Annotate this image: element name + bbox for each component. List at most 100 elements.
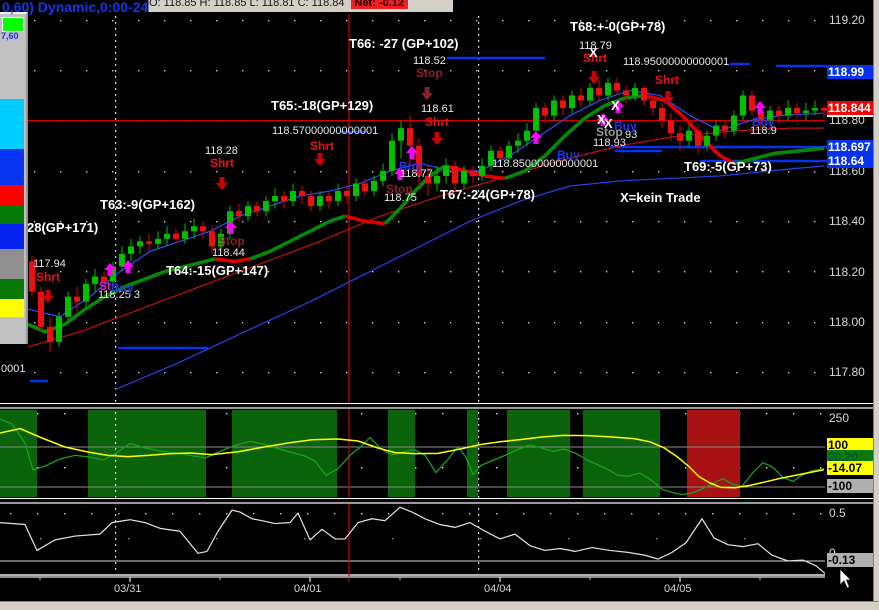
signal-price-label: 118.79 [579,40,612,52]
signal-word-label-buy: Buy [111,281,134,295]
signal-word-label-shrt: Shrt [210,156,234,170]
trade-result-label: T64:-15(GP+147) [166,263,269,278]
color-palette-panel[interactable]: 7,60 [0,12,28,344]
palette-swatch-2[interactable] [0,185,24,205]
trade-result-label: X=kein Trade [620,190,701,205]
signal-price-label: 118.77 [400,168,433,180]
signal-word-label-shrt: Shrt [583,51,607,65]
trade-result-label: T66: -27 (GP+102) [349,36,459,51]
palette-swatch-3[interactable] [0,205,24,224]
signal-price-label: 93 [625,129,638,141]
price-scale-tick-label: 118.00 [829,315,865,329]
indicator-scale-tick-label: 250 [829,411,850,425]
no-trade-x-mark: X [589,45,598,60]
chart-title: 0,60) Dynamic,0:00-24:00 [2,0,169,15]
trade-result-label: T65:-18(GP+129) [271,98,374,113]
trade-result-label: T68:+-0(GP+78) [570,19,666,34]
trade-result-label: T63:-9(GP+162) [100,197,196,212]
palette-swatch-1[interactable] [0,149,24,185]
no-trade-x-mark: X [611,98,620,113]
time-axis-label: 04/04 [484,583,512,595]
signal-word-label-stop: Stop [596,125,623,139]
time-axis-label: 04/01 [294,583,322,595]
signal-word-label-shrt: Shrt [310,139,334,153]
indicator-badge-20.20: 20.20 [827,450,875,464]
no-trade-x-mark: X [597,112,606,127]
signal-word-label-shrt: Shrt [425,115,449,129]
signal-line [27,93,825,334]
signal-word-label-stop: Stop [416,66,443,80]
signal-word-label-buy: Buy [399,159,422,173]
time-axis-label: 04/05 [664,583,692,595]
signal-word-label-shrt: Shrt [36,270,60,284]
signal-word-label-buy: Buy [557,148,580,162]
signal-word-label-stop: Stop [218,234,245,248]
signal-word-label-shrt: Shrt [655,73,679,87]
indicator2-white-line [0,506,826,574]
signal-price-label: 118.75 [384,192,417,204]
price-scale-tick-label: 118.40 [829,214,865,228]
signal-price-label: 118.9 [750,125,777,137]
signal-word-label-str: Str [99,279,116,293]
trade-result-label: 28(GP+171) [27,220,99,235]
time-axis-ticks [0,576,825,582]
signal-word-label-buy: Buy [752,115,775,129]
palette-swatch-6[interactable] [0,279,24,299]
trade-result-label: T67:-24(GP+78) [440,187,536,202]
palette-swatch-7[interactable] [0,299,24,317]
palette-swatch-list[interactable] [0,99,24,317]
candles-layer [29,77,827,352]
indicator-badge-100: 100 [827,438,875,452]
palette-label: 7,60 [1,31,19,41]
signal-price-label: 118.61 [421,103,454,115]
trade-result-label: T69:-5(GP+73) [684,159,772,174]
panel-splitter-1[interactable] [0,403,874,409]
quote-bar: O: 118.85 H: 118.85 L: 118.81 C: 118.84 N… [148,0,453,12]
price-scale-tick-label: 118.20 [829,265,865,279]
price-badge-118.697: 118.697 [827,140,875,154]
lower-band-line [114,165,825,391]
no-trade-x-mark: X [604,116,613,131]
price-badge-118.844: 118.844 [827,101,875,117]
signal-price-label: 118.85000000000001 [492,158,599,170]
signal-price-label: 118.95000000000001 [623,56,730,68]
signal-price-label: 0001 [1,363,26,375]
palette-swatch-0[interactable] [0,99,24,149]
indicator2-gridlines [0,560,825,576]
net-change-badge: Net: -0.12 [350,0,409,9]
signal-price-label: 118.28 [205,145,238,157]
window-right-border [873,0,879,610]
signal-price-label: 118.93 [593,137,626,149]
palette-swatch-4[interactable] [0,224,24,249]
signal-price-label: 118.57000000000001 [272,125,379,137]
palette-swatch-5[interactable] [0,249,24,279]
indicator-scale-tick-label: 0.5 [829,506,846,520]
price-scale-tick-label: 119.20 [829,13,865,27]
signal-word-label-stop: Stop [386,182,413,196]
indicator-badge--0.13: -0.13 [827,553,875,567]
indicator1-green-line [0,418,825,496]
trade-arrows [42,71,766,303]
signal-price-label: 118.25 3 [98,289,141,301]
panel-splitter-2[interactable] [0,498,874,504]
signal-price-label: 118.44 [212,247,245,259]
slow-ma-line [27,127,824,348]
selected-color-swatch[interactable] [2,17,24,32]
indicator-badge--100: -100 [827,479,875,493]
signal-price-label: 117.94 [33,258,66,270]
indicator1-gridlines [0,446,825,488]
indicator1-yellow-line [0,427,825,489]
signal-word-label-buy: Buy [614,119,637,133]
indicator1-blocks [0,410,740,497]
time-axis-label: 03/31 [114,583,142,595]
quote-ohlc-text: O: 118.85 H: 118.85 L: 118.81 C: 118.84 [149,0,345,9]
indicator-badge--14.07: -14.07 [827,461,875,475]
price-badge-118.64: 118.64 [827,154,875,168]
window-bottom-border [0,601,879,610]
price-badge-118.99: 118.99 [827,65,875,79]
signal-price-label: 118.52 [413,55,446,67]
price-scale-tick-label: 117.80 [829,365,865,379]
mouse-cursor [839,568,852,589]
